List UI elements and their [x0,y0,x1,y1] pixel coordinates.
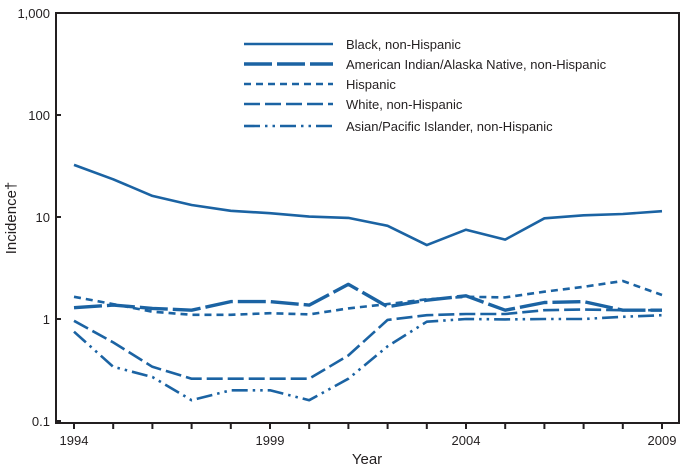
series-line [74,315,662,400]
legend: Black, non-Hispanic American Indian/Alask… [244,37,607,134]
y-axis-label: Incidence† [3,182,20,255]
x-tick-label: 1999 [256,433,285,448]
y-tick-label: 1,000 [17,6,50,21]
legend-label: Black, non-Hispanic [346,37,461,52]
legend-label: White, non-Hispanic [346,97,463,112]
y-tick-label: 1 [43,312,50,327]
x-axis-label: Year [352,451,382,468]
x-tick-label: 2009 [648,433,677,448]
series-line [74,284,662,310]
y-tick-label: 0.1 [32,414,50,429]
axes: 1,000 100 10 1 0.1 1994 1999 2004 2009 [17,6,679,448]
series-lines [74,165,662,400]
legend-label: Hispanic [346,77,396,92]
series-line [74,165,662,245]
y-tick-label: 100 [28,108,50,123]
x-tick-label: 2004 [452,433,481,448]
legend-label: American Indian/Alaska Native, non-Hispa… [346,57,607,72]
y-tick-label: 10 [36,210,50,225]
x-tick-label: 1994 [60,433,89,448]
legend-label: Asian/Pacific Islander, non-Hispanic [346,119,553,134]
